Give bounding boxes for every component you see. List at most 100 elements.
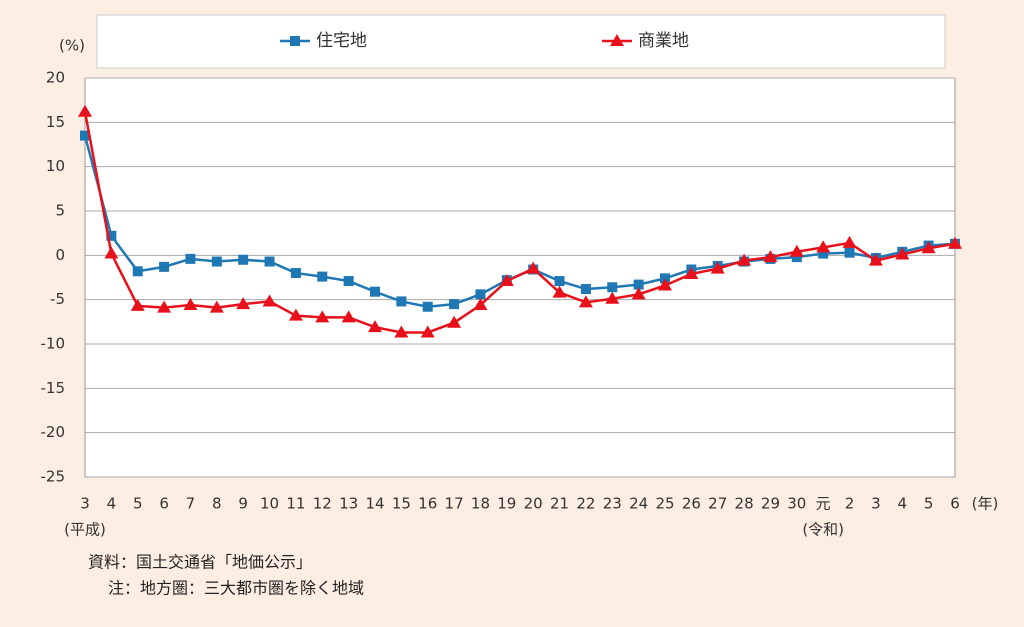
y-tick-label: -25	[41, 468, 66, 486]
point	[288, 308, 303, 321]
x-tick-label: 3	[871, 495, 881, 513]
point	[290, 36, 300, 46]
point	[449, 299, 460, 310]
x-tick-label: 24	[629, 495, 648, 513]
x-tick-label: 21	[550, 495, 569, 513]
point	[710, 261, 725, 274]
x-tick-label: 11	[286, 495, 305, 513]
point	[948, 236, 962, 249]
point	[658, 278, 672, 291]
point	[610, 34, 624, 46]
x-tick-label: 6	[950, 495, 960, 513]
point	[315, 310, 330, 323]
point	[791, 252, 802, 263]
point	[370, 286, 380, 297]
x-tick-label: 16	[418, 495, 437, 513]
point	[844, 247, 855, 258]
x-tick-label: 5	[924, 495, 934, 513]
y-tick-label: 10	[46, 157, 65, 175]
x-tick-label: 15	[392, 495, 411, 513]
x-tick-label: 22	[576, 495, 595, 513]
point	[554, 276, 565, 287]
point	[526, 261, 541, 274]
point	[580, 284, 591, 295]
x-tick-label: 29	[761, 495, 780, 513]
point	[130, 298, 145, 311]
y-tick-label: 20	[46, 69, 65, 87]
x-tick-label: 12	[313, 495, 332, 513]
x-tick-label: 6	[159, 495, 169, 513]
x-tick-label: 27	[708, 495, 727, 513]
x-tick-label: 8	[212, 495, 222, 513]
point	[290, 268, 301, 279]
x-tick-label: 28	[735, 495, 754, 513]
x-tick-label: 4	[107, 495, 117, 513]
point	[473, 297, 488, 310]
point	[236, 297, 251, 310]
x-tick-label: 7	[186, 495, 196, 513]
point	[921, 241, 936, 254]
point	[341, 310, 356, 323]
x-tick-label: 3	[80, 495, 90, 513]
point	[552, 285, 567, 298]
point	[868, 253, 883, 266]
point	[660, 273, 670, 284]
legend-label: 住宅地	[316, 31, 367, 51]
area-note: 注：地方圏：三大都市圏を除く地域	[108, 579, 364, 598]
point	[183, 297, 198, 310]
point	[605, 291, 620, 304]
point	[104, 246, 119, 259]
point	[633, 279, 644, 290]
x-tick-label: 元	[816, 495, 831, 513]
x-tick-label: 18	[471, 495, 490, 513]
point	[106, 230, 117, 241]
point	[368, 320, 382, 333]
x-tick-label: 9	[238, 495, 248, 513]
point	[185, 253, 196, 264]
point	[78, 104, 92, 117]
x-tick-label: 13	[339, 495, 358, 513]
era-label: (平成)	[64, 521, 106, 539]
legend-label: 商業地	[638, 31, 689, 51]
point	[262, 294, 277, 307]
point	[499, 274, 514, 287]
point	[789, 244, 804, 257]
x-tick-label: 10	[260, 495, 279, 513]
y-unit: (%)	[59, 37, 85, 55]
point	[607, 282, 618, 293]
point	[317, 271, 328, 282]
y-tick-label: 0	[55, 246, 65, 264]
x-tick-label: 25	[655, 495, 674, 513]
x-tick-label: 26	[682, 495, 701, 513]
point	[157, 300, 172, 313]
y-tick-label: -20	[41, 423, 66, 441]
x-tick-label: 30	[787, 495, 806, 513]
point	[420, 325, 435, 338]
point	[763, 250, 778, 263]
era-label: (令和)	[802, 521, 844, 539]
point	[895, 247, 910, 260]
y-tick-label: 5	[55, 202, 65, 220]
x-tick-label: 19	[497, 495, 516, 513]
point	[684, 266, 699, 279]
point	[159, 261, 170, 272]
x-unit: (年)	[972, 495, 999, 513]
point	[209, 300, 224, 313]
point	[343, 276, 354, 287]
x-tick-label: 2	[845, 495, 855, 513]
point	[80, 130, 90, 141]
point	[737, 253, 752, 266]
x-tick-label: 20	[524, 495, 543, 513]
point	[818, 248, 829, 259]
y-tick-label: -10	[41, 335, 66, 353]
x-tick-label: 23	[603, 495, 622, 513]
x-tick-label: 4	[897, 495, 907, 513]
point	[842, 235, 857, 248]
point	[238, 254, 249, 265]
point	[578, 295, 593, 308]
x-tick-label: 5	[133, 495, 143, 513]
point	[816, 240, 831, 253]
point	[396, 296, 407, 307]
point	[264, 256, 275, 267]
